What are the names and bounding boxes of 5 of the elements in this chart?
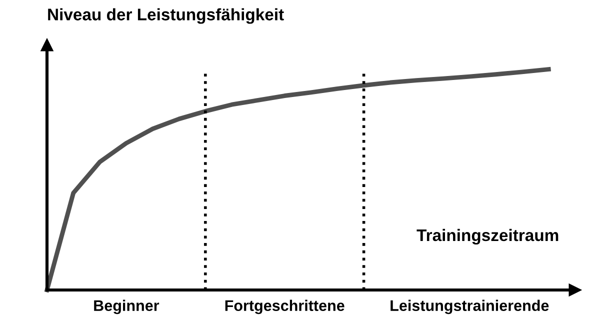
text: Fortgeschrittene [225,300,344,314]
text: Beginner [94,300,160,314]
y-axis-title: Niveau der Leistungsfähigkeit [48,8,284,24]
text: Leistungstrainierende [390,300,549,314]
x-axis-title: Trainingszeitraum [416,228,558,245]
